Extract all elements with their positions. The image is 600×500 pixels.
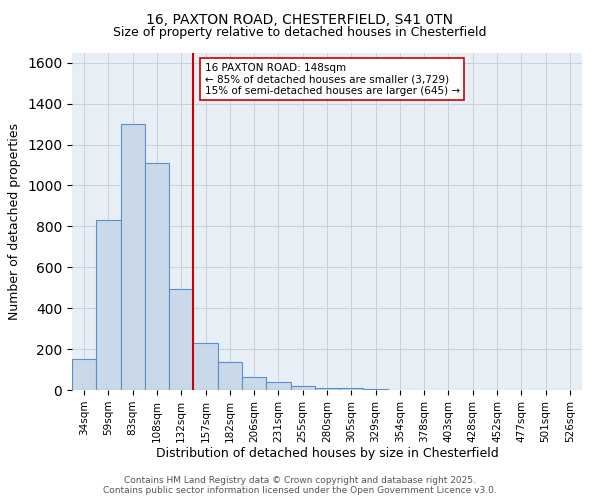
X-axis label: Distribution of detached houses by size in Chesterfield: Distribution of detached houses by size … <box>155 448 499 460</box>
Text: Size of property relative to detached houses in Chesterfield: Size of property relative to detached ho… <box>113 26 487 39</box>
Bar <box>266 382 290 390</box>
Bar <box>364 389 388 390</box>
Bar <box>339 388 364 390</box>
Bar <box>145 163 169 390</box>
Bar <box>121 124 145 390</box>
Bar <box>290 386 315 390</box>
Text: Contains HM Land Registry data © Crown copyright and database right 2025.
Contai: Contains HM Land Registry data © Crown c… <box>103 476 497 495</box>
Bar <box>169 289 193 390</box>
Bar <box>315 388 339 390</box>
Bar <box>72 360 96 390</box>
Text: 16, PAXTON ROAD, CHESTERFIELD, S41 0TN: 16, PAXTON ROAD, CHESTERFIELD, S41 0TN <box>146 12 454 26</box>
Y-axis label: Number of detached properties: Number of detached properties <box>8 122 22 320</box>
Bar <box>218 362 242 390</box>
Text: 16 PAXTON ROAD: 148sqm
← 85% of detached houses are smaller (3,729)
15% of semi-: 16 PAXTON ROAD: 148sqm ← 85% of detached… <box>205 62 460 96</box>
Bar <box>96 220 121 390</box>
Bar <box>242 376 266 390</box>
Bar <box>193 343 218 390</box>
